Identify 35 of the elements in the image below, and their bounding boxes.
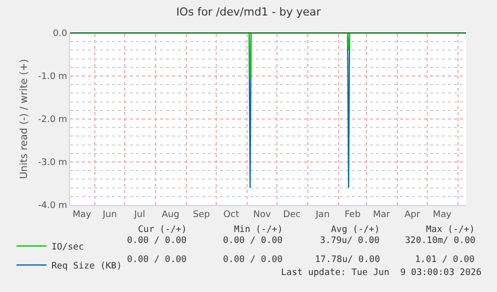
text: Min (-/+) [234,225,283,235]
x-tick-label: Feb [344,210,361,220]
x-tick-label: Nov [253,210,272,220]
chart-title: IOs for /dev/md1 - by year [176,6,322,19]
x-tick-label: Sep [192,210,210,220]
text: 0.00 / 0.00 [127,236,187,246]
x-tick-label: Aug [162,210,180,220]
text: 320.10m/ 0.00 [405,236,476,246]
legend-label: IO/sec [51,242,84,253]
text: 1.01 / 0.00 [415,255,475,265]
text: 0.00 / 0.00 [127,255,187,265]
text: 3.79u/ 0.00 [320,236,380,246]
text: 0.00 / 0.00 [223,236,283,246]
x-tick-label: Jun [102,210,117,220]
x-tick-label: Apr [404,210,420,220]
y-tick-label: -4.0 m [38,201,68,212]
x-tick-label: May [432,210,452,220]
text: Avg (-/+) [331,225,380,235]
y-tick-label: -2.0 m [38,115,68,126]
text: 17.78u/ 0.00 [315,255,380,265]
y-tick-label: -3.0 m [38,158,68,168]
x-tick-label: May [72,210,92,220]
text: Last update: Tue Jun 9 03:00:03 2026 [281,268,482,278]
y-tick-label: -1.0 m [38,72,68,82]
x-tick-label: Oct [223,210,240,220]
text: 0.00 / 0.00 [223,255,283,265]
legend-label: Req Size (KB) [51,262,122,272]
x-tick-label: Jan [314,210,330,220]
x-tick-label: Mar [372,210,390,220]
text: Max (-/+) [426,225,475,235]
y-axis-title: Units read (-) / write (+) [18,58,30,180]
text: Cur (-/+) [138,225,187,235]
x-tick-label: Dec [283,210,301,220]
x-tick-label: Jul [133,210,146,220]
y-tick-label: 0.0 [52,29,68,40]
